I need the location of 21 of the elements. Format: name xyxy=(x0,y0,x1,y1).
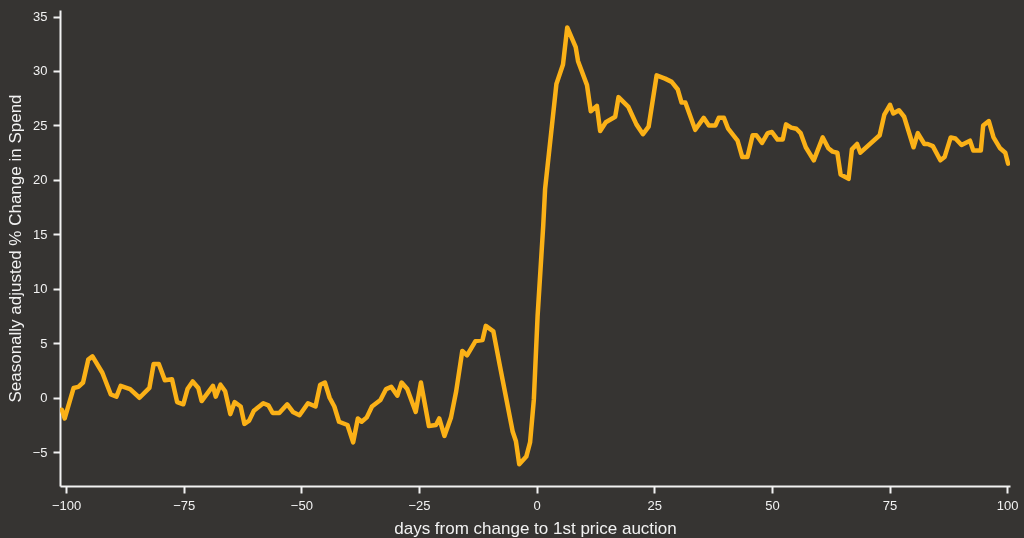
x-tick-label: 50 xyxy=(765,497,780,513)
x-tick-label: −25 xyxy=(408,497,431,513)
x-tick-label: −100 xyxy=(51,497,82,513)
y-tick-label: 35 xyxy=(33,9,48,25)
y-tick-label: 25 xyxy=(33,117,48,133)
y-tick-label: 10 xyxy=(33,281,48,297)
x-tick-label: 0 xyxy=(533,497,541,513)
x-tick-label: 75 xyxy=(882,497,898,513)
y-tick-label: 20 xyxy=(33,172,48,188)
y-tick-label: −5 xyxy=(32,444,48,460)
x-tick-label: 25 xyxy=(647,497,663,513)
y-axis-title: Seasonally adjusted % Change in Spend xyxy=(5,94,25,403)
x-tick-label: −50 xyxy=(290,497,313,513)
y-tick-label: 5 xyxy=(40,335,48,351)
y-tick-label: 0 xyxy=(40,390,48,406)
y-tick-label: 30 xyxy=(33,63,48,79)
x-tick-label: −75 xyxy=(173,497,196,513)
x-tick-label: 100 xyxy=(996,497,1019,513)
x-axis-title: days from change to 1st price auction xyxy=(394,518,677,538)
y-tick-label: 15 xyxy=(33,226,48,242)
line-series xyxy=(60,25,1010,467)
